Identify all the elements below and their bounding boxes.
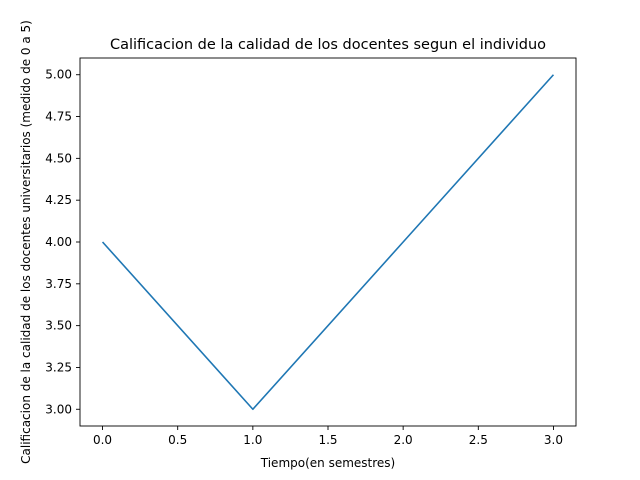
series-line-0 <box>101 74 555 411</box>
x-axis-label: Tiempo(en semestres) <box>260 456 395 470</box>
plot-frame <box>79 57 577 427</box>
y-tick-label: 3.25 <box>45 360 72 374</box>
y-axis-label: Calificacion de la calidad de los docent… <box>19 20 33 464</box>
y-tick-label: 3.00 <box>45 402 72 416</box>
axis-ticks: 0.0 0.5 1.0 1.5 2.0 2.5 3.0 3.00 3.25 3.50 3.75 4.0… <box>45 68 563 447</box>
x-tick-label: 2.0 <box>394 433 413 447</box>
y-tick-label: 4.00 <box>45 235 72 249</box>
y-tick-label: 5.00 <box>45 68 72 82</box>
y-tick-label: 4.50 <box>45 151 72 165</box>
y-tick-label: 3.75 <box>45 277 72 291</box>
x-tick-label: 1.0 <box>243 433 262 447</box>
plot-area <box>79 57 577 427</box>
y-tick-label: 4.75 <box>45 110 72 124</box>
x-tick-label: 1.5 <box>318 433 337 447</box>
y-tick-label: 3.50 <box>45 319 72 333</box>
chart-title: Calificacion de la calidad de los docent… <box>110 37 546 53</box>
x-tick-label: 0.0 <box>93 433 112 447</box>
x-tick-label: 2.5 <box>469 433 488 447</box>
x-tick-label: 0.5 <box>168 433 187 447</box>
x-tick-label: 3.0 <box>544 433 563 447</box>
y-tick-label: 4.25 <box>45 193 72 207</box>
